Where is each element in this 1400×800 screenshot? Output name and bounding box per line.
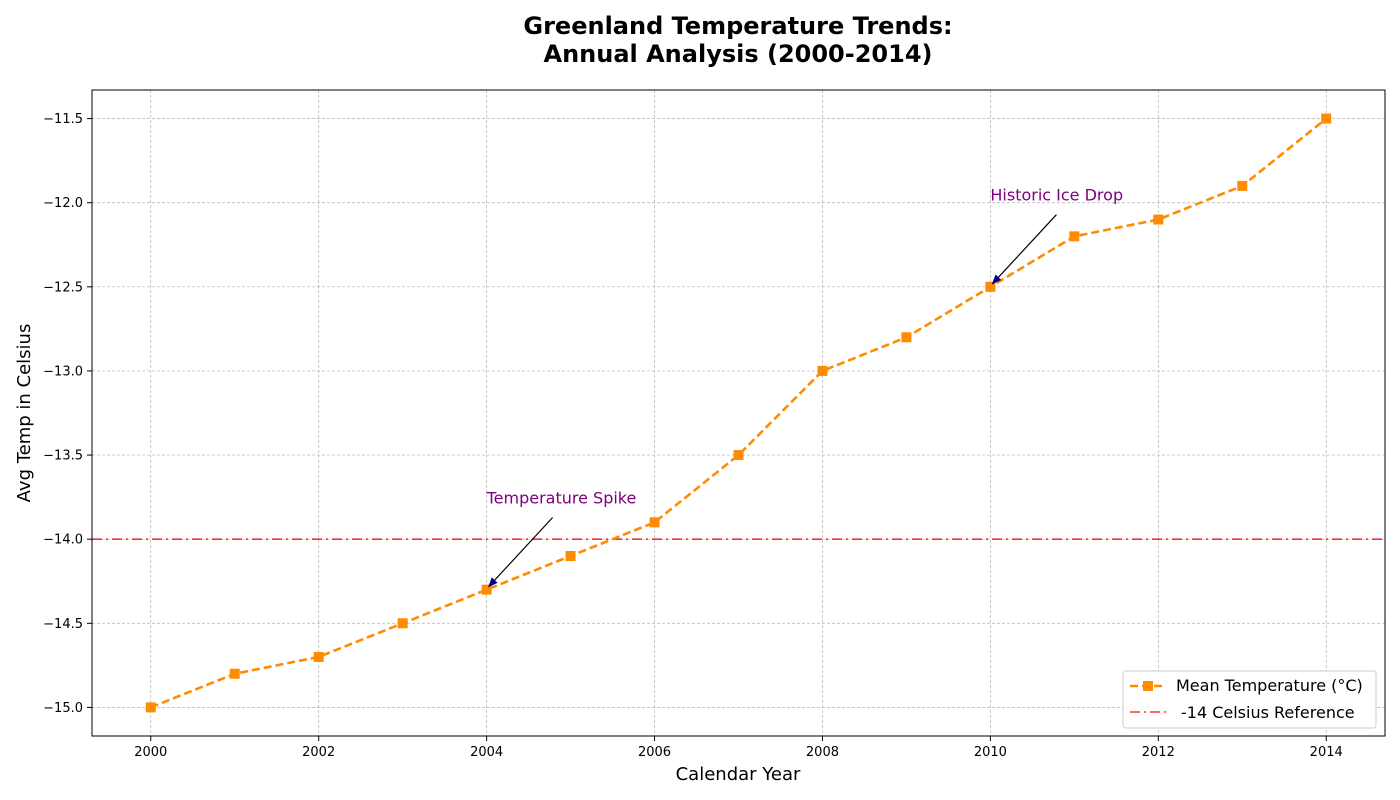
y-tick-label: −13.0 [43,364,83,379]
data-point [313,651,324,662]
data-point [1069,231,1080,242]
annotation-arrow [991,214,1057,285]
y-tick-label: −11.5 [43,112,83,127]
data-point [649,517,660,528]
legend: Mean Temperature (°C) -14 Celsius Refere… [1122,670,1377,729]
data-point [1321,113,1332,124]
x-tick-label: 2012 [1142,745,1175,760]
y-axis-ticks: −15.0 −14.5 −14.0 −13.5 −13.0 −12.5 −12.0 −11.5 [43,112,92,716]
y-tick-label: −15.0 [43,701,83,716]
legend-series-marker [1143,681,1153,691]
y-tick-label: −13.5 [43,449,83,464]
x-tick-label: 2006 [638,745,671,760]
data-point [985,281,996,292]
x-tick-label: 2002 [302,745,335,760]
data-point [1153,214,1164,225]
data-point [397,618,408,629]
data-point [481,584,492,595]
chart-title-line2: Annual Analysis (2000-2014) [544,40,933,68]
data-point [901,332,912,343]
chart-title-line1: Greenland Temperature Trends: [523,12,952,40]
annotation-label: Historic Ice Drop [990,186,1123,205]
data-point [229,668,240,679]
series-group [145,113,1332,713]
x-tick-label: 2008 [806,745,839,760]
x-tick-label: 2014 [1310,745,1343,760]
x-tick-label: 2010 [974,745,1007,760]
data-point [565,550,576,561]
annotation-arrow [487,517,554,588]
x-axis-ticks: 2000 2002 2004 2006 2008 2010 2012 2014 [134,736,1343,760]
x-axis-label: Calendar Year [676,764,801,785]
legend-series-label: Mean Temperature (°C) [1176,676,1363,695]
data-point [1237,180,1248,191]
legend-reference-label: -14 Celsius Reference [1181,703,1355,722]
y-tick-label: −14.0 [43,533,83,548]
annotation-label: Temperature Spike [486,489,637,508]
plot-frame [91,89,1386,737]
annotations-group: Temperature Spike Historic Ice Drop [486,186,1123,588]
y-tick-label: −12.5 [43,280,83,295]
y-tick-label: −14.5 [43,617,83,632]
legend-box [1122,670,1377,729]
data-point [145,702,156,713]
x-tick-label: 2000 [134,745,167,760]
data-point [733,450,744,461]
y-tick-label: −12.0 [43,196,83,211]
series-line [150,117,1328,709]
x-tick-label: 2004 [470,745,503,760]
grid-lines [92,90,1385,736]
y-axis-label: Avg Temp in Celsius [14,324,35,503]
data-point [817,365,828,376]
